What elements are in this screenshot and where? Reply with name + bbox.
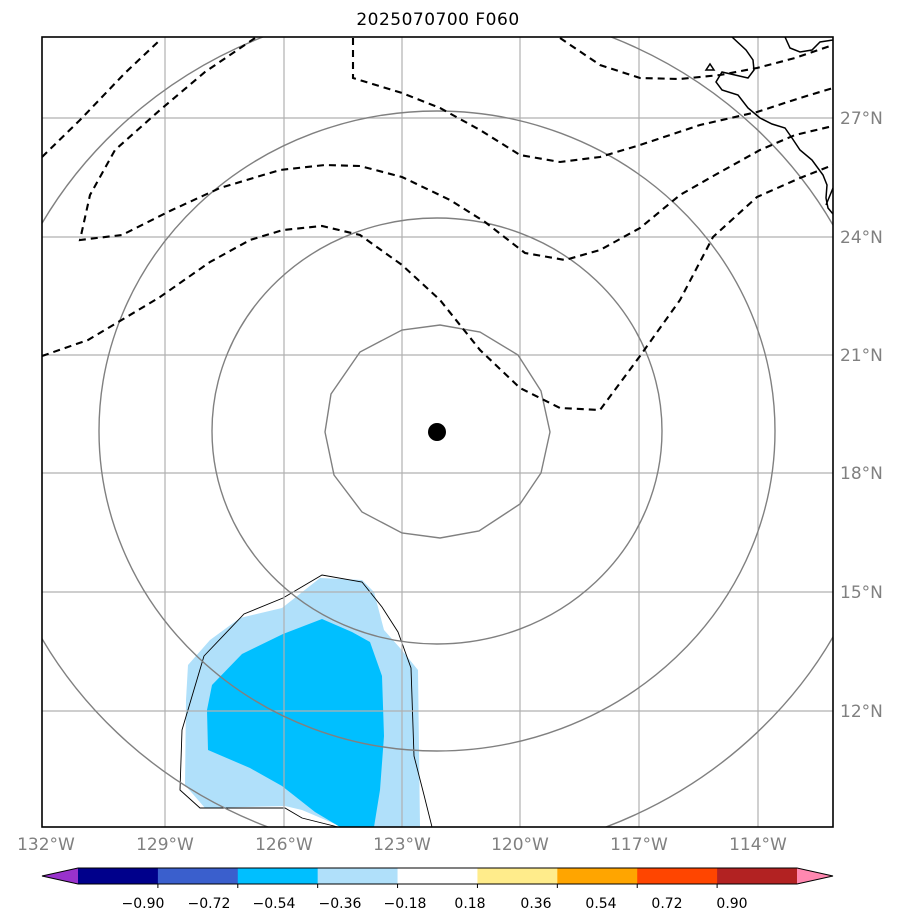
colorbar-segment	[237, 868, 319, 884]
lat-tick-label: 15°N	[840, 583, 883, 603]
colorbar-ticks	[157, 884, 718, 888]
dashed-contour-1	[42, 39, 161, 158]
coastline	[704, 37, 833, 215]
colorbar-segment	[717, 868, 798, 884]
colorbar-tick-label: −0.72	[188, 896, 231, 912]
lon-tick-label: 117°W	[610, 835, 668, 855]
dashed-contour-5	[559, 37, 833, 81]
colorbar-tick-label: −0.90	[122, 896, 165, 912]
lat-tick-label: 21°N	[840, 346, 883, 366]
colorbar-segment	[397, 868, 478, 884]
colorbar-tick-label: 0.18	[454, 896, 485, 912]
colorbar-segment	[157, 868, 239, 884]
colorbar-segment	[557, 868, 638, 884]
colorbar-tick-label: −0.18	[384, 896, 427, 912]
colorbar-segment	[317, 868, 399, 884]
colorbar-tick-label: −0.54	[253, 896, 296, 912]
colorbar-tick-label: 0.72	[651, 896, 682, 912]
map-title: 2025070700 F060	[356, 10, 520, 30]
colorbar-segment	[637, 868, 718, 884]
colorbar: −0.90 −0.72 −0.54 −0.36 −0.18 0.18 0.36 …	[41, 867, 834, 912]
shade-dark-region	[207, 619, 384, 827]
dashed-contour-4	[351, 38, 833, 164]
range-rings	[42, 37, 833, 827]
colorbar-extend-low	[42, 868, 78, 884]
lat-lon-grid	[42, 37, 833, 827]
colorbar-segment	[477, 868, 558, 884]
map-frame	[41, 36, 834, 828]
colorbar-tick-label: 0.90	[716, 896, 747, 912]
colorbar-tick-label: −0.36	[319, 896, 362, 912]
lat-tick-label: 18°N	[840, 464, 883, 484]
lon-tick-label: 123°W	[373, 835, 431, 855]
colorbar-extend-high	[797, 868, 833, 884]
lon-tick-label: 114°W	[729, 835, 787, 855]
lon-tick-label: 120°W	[491, 835, 549, 855]
dashed-contour-3	[42, 164, 833, 412]
colorbar-segment	[78, 868, 159, 884]
colorbar-tick-label: 0.36	[520, 896, 551, 912]
lon-tick-labels: 132°W 129°W 126°W 123°W 120°W 117°W 114°…	[17, 835, 787, 855]
lat-tick-label: 12°N	[840, 702, 883, 722]
lon-tick-label: 126°W	[255, 835, 313, 855]
colorbar-outline	[41, 867, 834, 885]
lon-tick-label: 132°W	[17, 835, 75, 855]
lon-tick-label: 129°W	[136, 835, 194, 855]
dashed-contour-2	[78, 37, 833, 262]
dashed-contours	[42, 37, 833, 412]
lat-tick-label: 24°N	[840, 228, 883, 248]
lat-tick-labels: 27°N 24°N 21°N 18°N 15°N 12°N	[840, 109, 883, 722]
lat-tick-label: 27°N	[840, 109, 883, 129]
thin-contour	[179, 574, 433, 827]
storm-center-marker	[428, 423, 446, 441]
colorbar-segments	[42, 868, 833, 884]
colorbar-tick-label: 0.54	[585, 896, 616, 912]
